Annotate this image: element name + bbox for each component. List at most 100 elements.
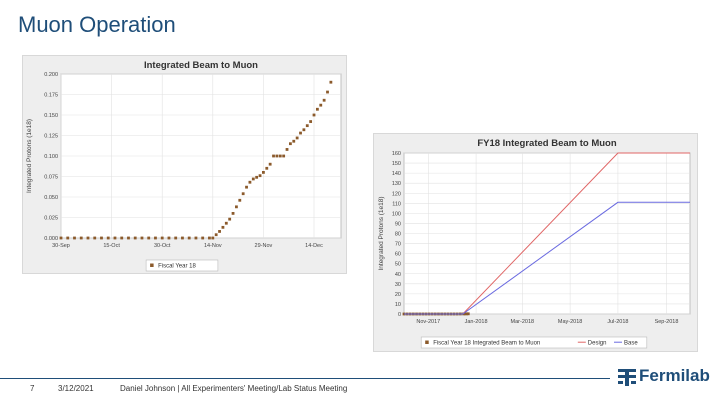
chart-fy18-integrated-beam-to-muon: FY18 Integrated Beam to Muon 0 10 20 30 40 50 6… (378, 138, 691, 349)
data-point (127, 236, 130, 240)
y-tick-label: 80 (395, 232, 401, 238)
data-point (255, 175, 259, 179)
data-point (218, 230, 221, 233)
footer-date: 3/12/2021 (58, 384, 94, 393)
y-tick-label: 130 (392, 181, 401, 187)
legend-label: Base (624, 341, 638, 347)
data-point (282, 154, 286, 158)
data-point (258, 174, 262, 178)
data-point (140, 236, 144, 240)
legend-box (420, 336, 648, 349)
data-point (73, 236, 76, 240)
data-point (315, 107, 319, 111)
data-point (463, 312, 467, 316)
data-point (66, 236, 70, 240)
data-point (93, 236, 97, 240)
data-point (79, 236, 83, 240)
x-tick-label: Nov-2017 (416, 319, 440, 325)
y-tick-label: 0.075 (44, 175, 58, 181)
legend-label: Fiscal Year 18 Integrated Beam to Muon (433, 341, 540, 347)
x-tick-label: May-2018 (558, 319, 582, 325)
data-point (59, 236, 63, 240)
legend-label: Design (588, 341, 607, 347)
data-point (329, 80, 333, 84)
data-point (292, 139, 296, 143)
data-point (245, 185, 248, 189)
data-point (211, 236, 215, 240)
data-point (465, 312, 469, 316)
data-point (268, 162, 272, 166)
y-tick-label: 50 (395, 262, 401, 268)
data-point (272, 154, 275, 158)
data-point (221, 225, 225, 229)
x-tick-label: 14-Nov (204, 243, 222, 249)
chart-panel-integrated-beam: Integrated Beam to Muon 0.000 0.025 0.050 0.… (22, 55, 347, 274)
y-tick-label: 120 (392, 191, 401, 197)
y-tick-label: 20 (395, 292, 401, 298)
x-tick-label: 30-Sep (52, 243, 70, 249)
data-point (147, 236, 151, 240)
x-tick-label: 30-Oct (154, 243, 171, 249)
data-point (174, 236, 178, 240)
y-tick-label: 0.150 (44, 113, 58, 119)
data-point (208, 236, 211, 240)
y-tick-label: 0.200 (44, 72, 58, 78)
data-point (106, 236, 110, 240)
data-point (285, 148, 289, 151)
data-point (262, 171, 265, 174)
fermilab-logo: Fermilab (617, 366, 717, 388)
data-point (466, 312, 470, 316)
data-point (326, 90, 329, 94)
chart-title: FY18 Integrated Beam to Muon (477, 138, 617, 149)
y-tick-label: 70 (395, 242, 401, 248)
y-axis-label: Integrated Protons (1e18) (378, 196, 385, 270)
data-point (251, 177, 255, 181)
data-point (181, 236, 184, 240)
data-point (167, 236, 171, 240)
chart-panel-fy18-integrated-beam: FY18 Integrated Beam to Muon 0 10 20 30 40 50 6… (373, 133, 698, 352)
y-tick-label: 160 (392, 151, 401, 157)
y-tick-label: 150 (392, 161, 401, 167)
y-tick-label: 0.050 (44, 195, 58, 201)
data-point (295, 136, 299, 140)
data-point (238, 198, 242, 202)
data-point (160, 236, 164, 240)
footer-divider (0, 378, 610, 379)
y-tick-label: 40 (395, 272, 401, 278)
legend-label: Fiscal Year 18 (158, 264, 196, 270)
data-point (120, 236, 124, 240)
data-point (299, 131, 302, 135)
fermilab-logo-icon (618, 369, 636, 386)
y-tick-label: 0.100 (44, 154, 58, 160)
y-tick-label: 110 (392, 201, 401, 207)
y-tick-label: 30 (395, 282, 401, 288)
data-point (265, 166, 269, 170)
y-axis-label: Integrated Protons (1e18) (26, 119, 33, 193)
y-tick-label: 140 (392, 171, 401, 177)
legend-box (145, 259, 219, 272)
data-point (275, 154, 279, 158)
data-point (100, 236, 103, 240)
x-tick-label: Sep-2018 (655, 319, 679, 325)
x-tick-label: Jul-2018 (607, 319, 628, 325)
data-point (309, 120, 313, 123)
data-point (231, 212, 235, 215)
data-point (201, 236, 205, 240)
data-point (224, 221, 228, 225)
footer-caption: Daniel Johnson | All Experimenters' Meet… (120, 384, 348, 393)
y-tick-label: 0.125 (44, 134, 58, 140)
data-point (187, 236, 191, 240)
legend-swatch (425, 340, 429, 344)
data-point (278, 154, 282, 158)
data-point (319, 103, 323, 107)
data-point (241, 192, 245, 196)
data-point (322, 98, 326, 102)
y-tick-label: 0.000 (44, 236, 58, 242)
x-tick-label: 14-Dec (305, 243, 323, 249)
data-point (248, 180, 252, 184)
series-line-base (404, 201, 690, 315)
data-point (133, 236, 137, 240)
data-point (113, 236, 117, 240)
y-tick-label: 100 (392, 211, 401, 217)
y-tick-label: 10 (395, 302, 401, 308)
